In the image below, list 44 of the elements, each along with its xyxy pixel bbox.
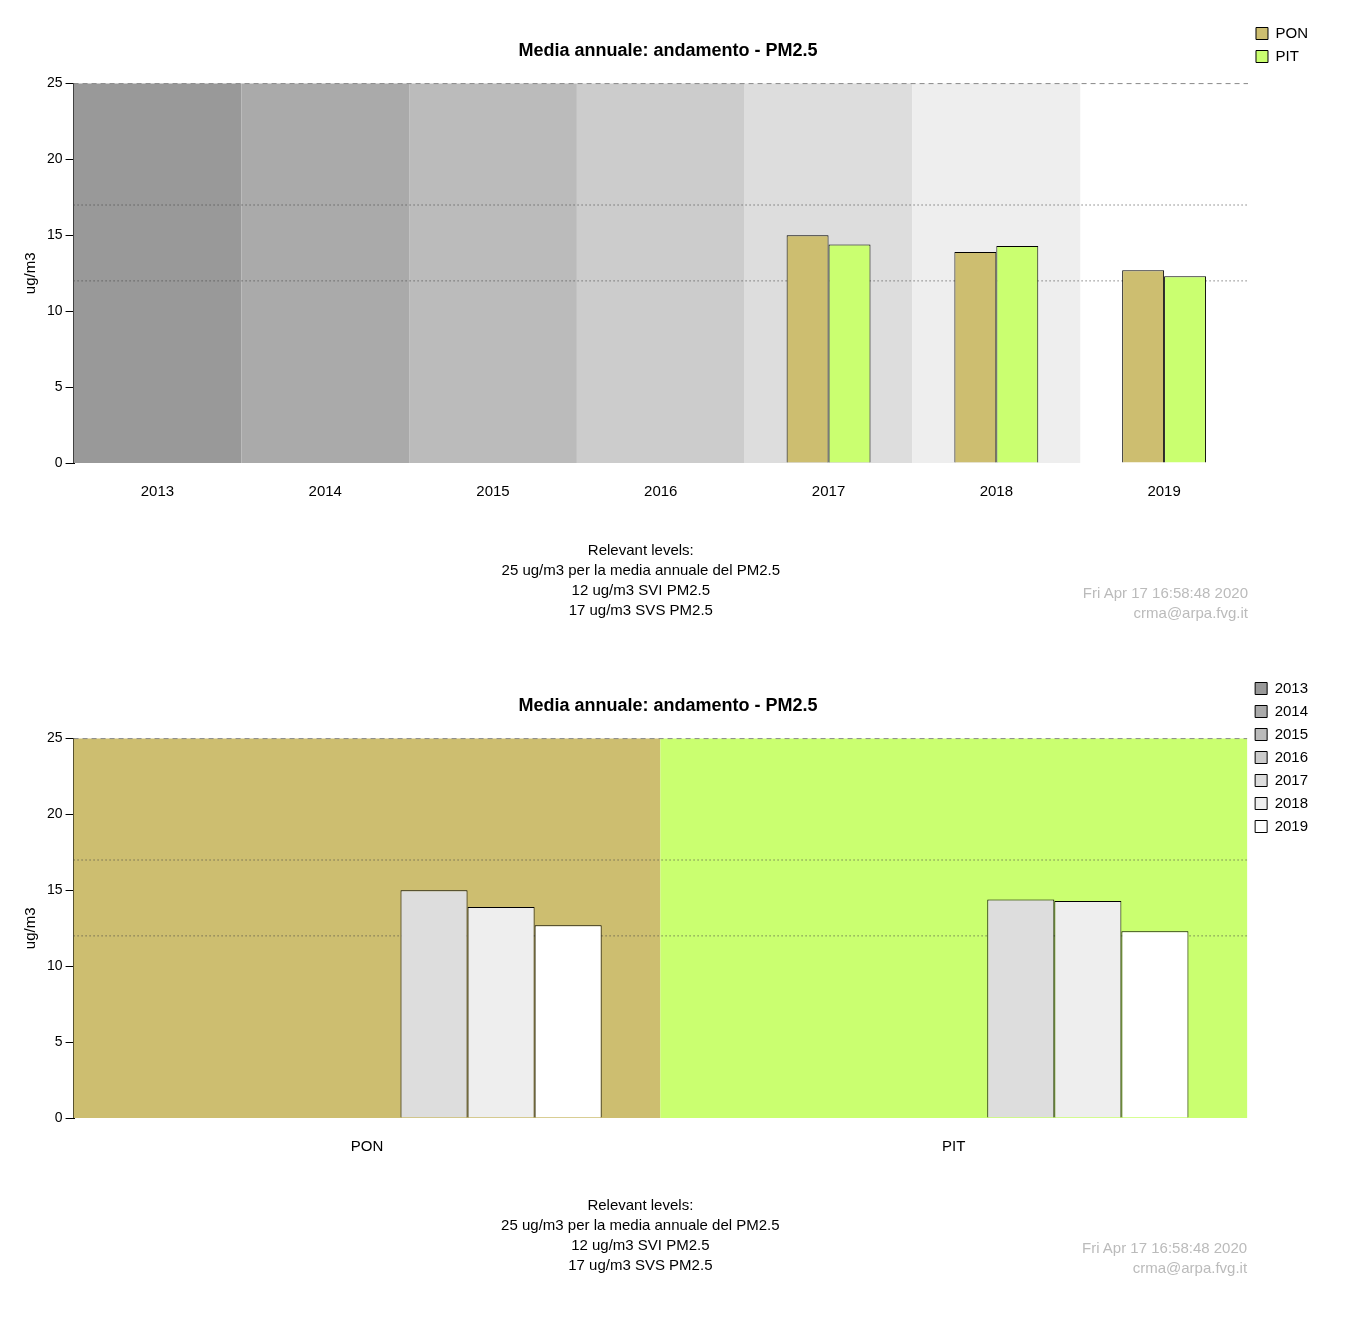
legend-label: 2014 [1274, 701, 1309, 719]
chart-title: Media annuale: andamento - PM2.5 [518, 39, 818, 60]
text: Relevant levels: [587, 1196, 694, 1214]
y-tick-label: 15 [46, 881, 63, 898]
y-tick-label: 25 [46, 729, 63, 746]
legend-label: PON [1275, 23, 1309, 41]
legend-label: 2018 [1274, 793, 1309, 811]
legend-label: 2015 [1274, 724, 1309, 742]
text: 25 ug/m3 per la media annuale del PM2.5 [501, 561, 781, 579]
x-tick-label: 2014 [308, 482, 342, 500]
y-axis-title: ug/m3 [21, 252, 39, 295]
text: Relevant levels: [587, 541, 694, 559]
legend-label: 2019 [1274, 816, 1309, 834]
x-tick-label: 2013 [140, 482, 175, 500]
text: Fri Apr 17 16:58:48 2020 [1082, 1239, 1248, 1257]
y-tick-label: 20 [46, 805, 63, 822]
y-tick-label: 10 [46, 957, 63, 974]
x-tick-label: 2015 [476, 482, 510, 500]
y-tick-label: 15 [46, 226, 63, 243]
y-tick-label: 5 [54, 1032, 63, 1049]
x-tick-label: 2018 [979, 482, 1014, 500]
chart-title: Media annuale: andamento - PM2.5 [518, 694, 818, 715]
legend-label: 2013 [1274, 678, 1309, 696]
text: 17 ug/m3 SVS PM2.5 [568, 601, 713, 619]
text: crma@arpa.fvg.it [1132, 1259, 1248, 1277]
legend-label: 2017 [1274, 770, 1309, 788]
y-tick-label: 0 [54, 1108, 63, 1125]
legend-label: 2016 [1274, 747, 1309, 765]
text: 25 ug/m3 per la media annuale del PM2.5 [501, 1216, 780, 1234]
text: crma@arpa.fvg.it [1133, 604, 1249, 622]
x-tick-label: 2017 [811, 482, 846, 500]
text: 12 ug/m3 SVI PM2.5 [571, 1236, 710, 1254]
y-axis-title: ug/m3 [21, 907, 39, 950]
y-tick-label: 25 [46, 74, 63, 91]
text: 12 ug/m3 SVI PM2.5 [571, 581, 710, 599]
y-tick-label: 10 [46, 302, 63, 319]
y-tick-label: 5 [54, 377, 63, 394]
text: Fri Apr 17 16:58:48 2020 [1082, 584, 1248, 602]
y-tick-label: 20 [46, 150, 63, 167]
x-tick-label: 2016 [644, 482, 678, 500]
x-tick-label: 2019 [1147, 482, 1181, 500]
text: 17 ug/m3 SVS PM2.5 [568, 1256, 713, 1274]
legend-label: PIT [1275, 46, 1299, 64]
y-tick-label: 0 [54, 453, 63, 470]
